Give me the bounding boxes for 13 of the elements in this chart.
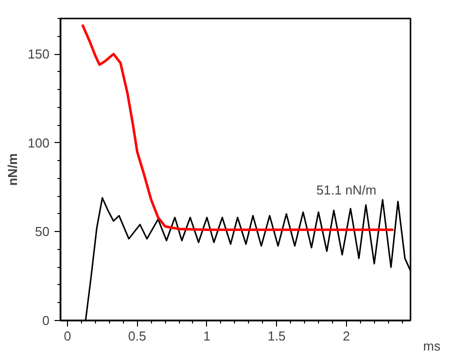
line-series xyxy=(82,24,394,231)
y-axis-title: nN/m xyxy=(4,153,20,186)
y-tick-label: 150 xyxy=(28,46,50,62)
x-tick-label: 2 xyxy=(342,328,350,344)
x-tick-label: 0 xyxy=(64,328,72,344)
y-tick-label: 100 xyxy=(28,135,50,150)
y-tick-label: 0 xyxy=(42,313,50,328)
y-tick-label: 50 xyxy=(35,224,50,240)
x-axis-title: ms xyxy=(423,338,441,354)
annotation: 51.1 nN/m xyxy=(316,182,376,198)
x-tick-label: 1.5 xyxy=(268,328,286,344)
x-tick-label: 0.5 xyxy=(128,328,146,344)
x-tick-label: 1 xyxy=(203,328,211,344)
